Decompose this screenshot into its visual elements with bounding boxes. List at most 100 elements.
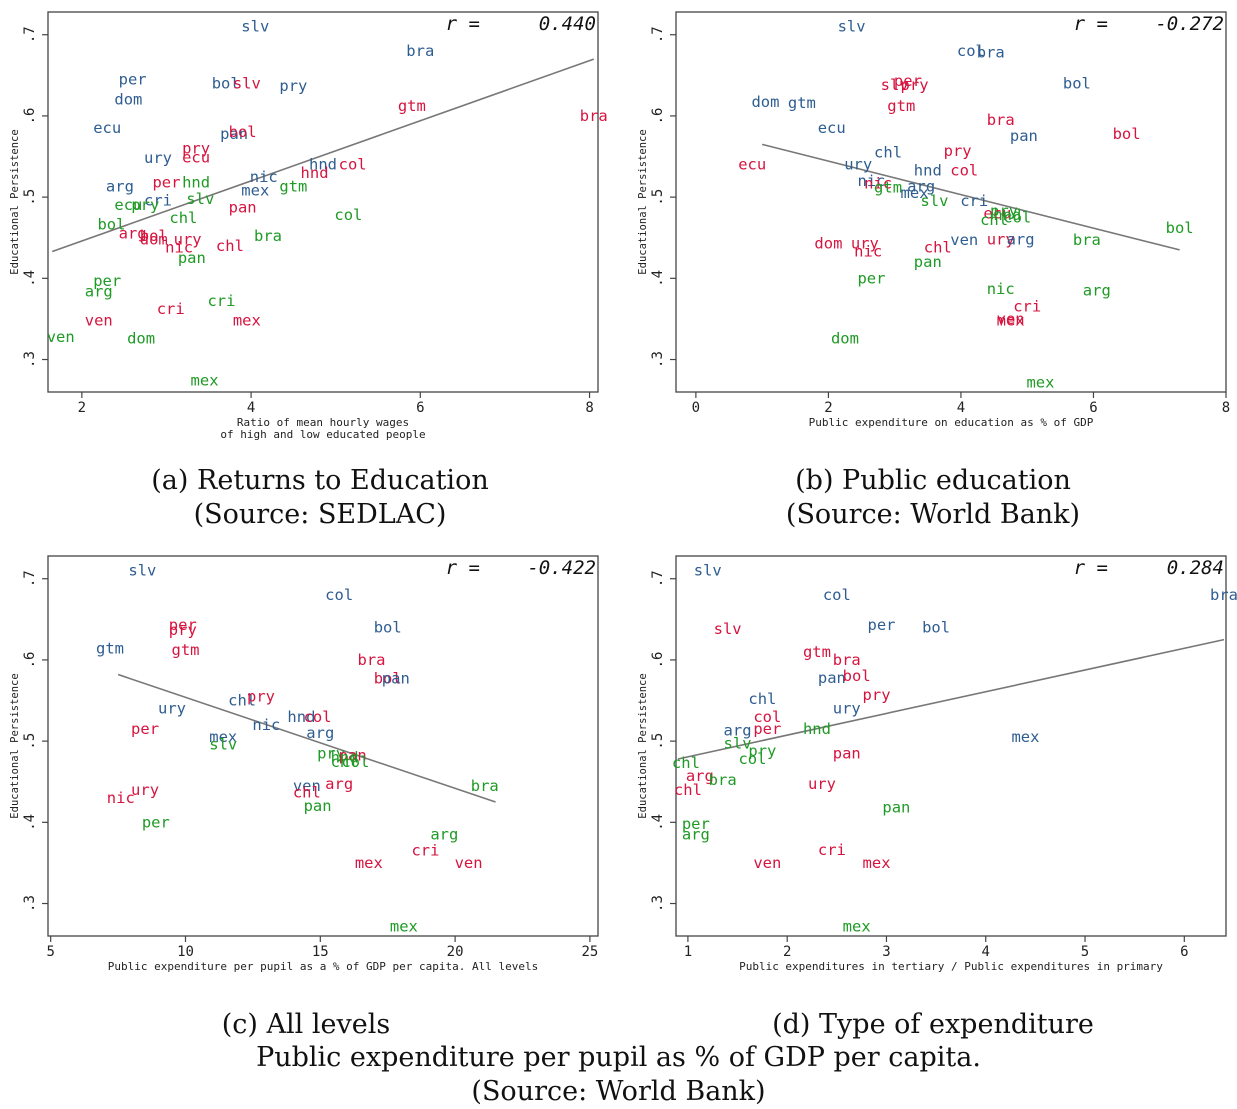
x-tick-label: 4	[957, 400, 965, 416]
data-point-label: col	[339, 156, 367, 174]
data-point-label: ury	[851, 234, 879, 252]
data-point-label: col	[957, 42, 985, 60]
data-point-label: nic	[165, 238, 193, 256]
data-point-label: chl	[169, 209, 197, 227]
data-point-label: ury	[808, 775, 836, 793]
data-point-label: chl	[228, 692, 256, 710]
caption-b-title: (b) Public education	[795, 465, 1071, 496]
data-point-label: hnd	[182, 174, 210, 192]
data-point-label: pan	[882, 799, 910, 817]
data-point-label: gtm	[172, 641, 200, 659]
data-point-label: mex	[901, 184, 929, 202]
data-point-label: mex	[241, 182, 269, 200]
y-axis-title: Educational Persistence	[637, 673, 649, 818]
data-point-label: bol	[374, 670, 402, 688]
data-point-label: gtm	[398, 97, 426, 115]
data-point-label: chl	[874, 143, 902, 161]
data-point-label: col	[823, 586, 851, 604]
fitted-line	[761, 143, 1180, 251]
x-tick-label: 8	[585, 400, 593, 416]
correlation-label: r =	[1074, 557, 1108, 579]
data-point-label: pan	[220, 125, 248, 143]
x-axis-title: Public expenditure per pupil as a % of G…	[108, 960, 538, 973]
data-point-label: mex	[209, 728, 237, 746]
data-point-label: pan	[178, 249, 206, 267]
y-tick-label: .3	[650, 895, 666, 912]
data-point-label: chl	[674, 781, 702, 799]
data-point-label: arg	[119, 225, 147, 243]
data-point-label: bra	[580, 107, 608, 125]
figure-caption-title: Public expenditure per pupil as % of GDP…	[256, 1042, 981, 1073]
data-point-label: ecu	[983, 204, 1011, 222]
caption-d-title: (d) Type of expenditure	[772, 1009, 1094, 1040]
data-point-label: nic	[987, 280, 1015, 298]
data-point-label: bra	[406, 42, 434, 60]
data-point-label: pan	[833, 744, 861, 762]
y-tick-label: .4	[650, 270, 666, 287]
correlation-label: r =	[446, 557, 480, 579]
figure-caption-source: (Source: World Bank)	[471, 1076, 766, 1107]
fitted-line	[117, 673, 496, 803]
y-tick-label: .6	[650, 108, 666, 125]
data-point-label: bra	[833, 651, 861, 669]
data-point-label: col	[738, 750, 766, 768]
data-point-label: ury	[833, 700, 861, 718]
data-point-label: cri	[207, 292, 235, 310]
data-point-label: bol	[97, 216, 125, 234]
data-point-label: arg	[85, 282, 113, 300]
data-point-label: slv	[714, 620, 742, 638]
data-point-label: slv	[920, 192, 948, 210]
x-tick-label: 6	[1180, 944, 1188, 960]
data-point-label: hnd	[914, 161, 942, 179]
data-point-label: bol	[1113, 125, 1141, 143]
data-point-label: ecu	[93, 119, 121, 137]
data-point-label: per	[169, 616, 197, 634]
data-point-label: slv	[128, 562, 156, 580]
data-point-label: col	[341, 753, 369, 771]
caption-b: (b) Public education (Source: World Bank…	[633, 464, 1233, 532]
data-point-label: bol	[212, 74, 240, 92]
data-point-label: pan	[818, 669, 846, 687]
y-tick-label: .7	[650, 570, 666, 587]
plot-frame	[47, 11, 599, 393]
data-point-label: pry	[863, 686, 891, 704]
data-point-label: bol	[922, 618, 950, 636]
fitted-line	[677, 638, 1225, 760]
data-point-label: per	[682, 815, 710, 833]
data-point-label: per	[131, 720, 159, 738]
x-tick-label: 6	[416, 400, 424, 416]
data-point-label: nic	[252, 716, 280, 734]
data-point-label: bra	[358, 651, 386, 669]
data-point-label: dom	[140, 230, 168, 248]
data-point-label: pan	[339, 747, 367, 765]
scatter-panel-public-education: .3 .4 .5 .6 .7 0 2 4 6 8 Educational Persistence Pu…	[636, 8, 1230, 440]
x-tick-label: 1	[684, 944, 692, 960]
data-point-label: bol	[374, 618, 402, 636]
data-point-label: ven	[455, 854, 483, 872]
x-tick-label: 5	[46, 944, 54, 960]
y-axis-title: Educational Persistence	[9, 129, 21, 274]
x-axis-title: Public expenditures in tertiary / Public…	[739, 960, 1163, 973]
data-point-label: arg	[1083, 282, 1111, 300]
data-point-label: chl	[980, 211, 1008, 229]
data-point-label: bra	[709, 771, 737, 789]
data-point-label: ury	[158, 700, 186, 718]
data-point-label: per	[857, 269, 885, 287]
y-tick-label: .5	[22, 189, 38, 206]
correlation-value: 0.440	[539, 13, 596, 35]
data-point-label: hnd	[331, 748, 359, 766]
x-tick-label: 2	[824, 400, 832, 416]
caption-a-source: (Source: SEDLAC)	[193, 499, 447, 530]
caption-d: (d) Type of expenditure	[633, 1008, 1233, 1042]
data-point-label: ven	[997, 310, 1025, 328]
x-axis-title: Ratio of mean hourly wages	[237, 416, 409, 429]
data-point-label: bra	[1210, 586, 1237, 604]
data-point-label: slv	[241, 18, 269, 36]
x-axis-title: Public expenditure on education as % of …	[809, 416, 1094, 429]
data-point-label: bra	[1073, 231, 1101, 249]
plot-frame	[47, 555, 599, 937]
x-tick-label: 4	[982, 944, 990, 960]
y-tick-label: .3	[22, 351, 38, 368]
x-axis-title-line2: of high and low educated people	[220, 428, 425, 441]
data-point-label: pan	[1010, 127, 1038, 145]
